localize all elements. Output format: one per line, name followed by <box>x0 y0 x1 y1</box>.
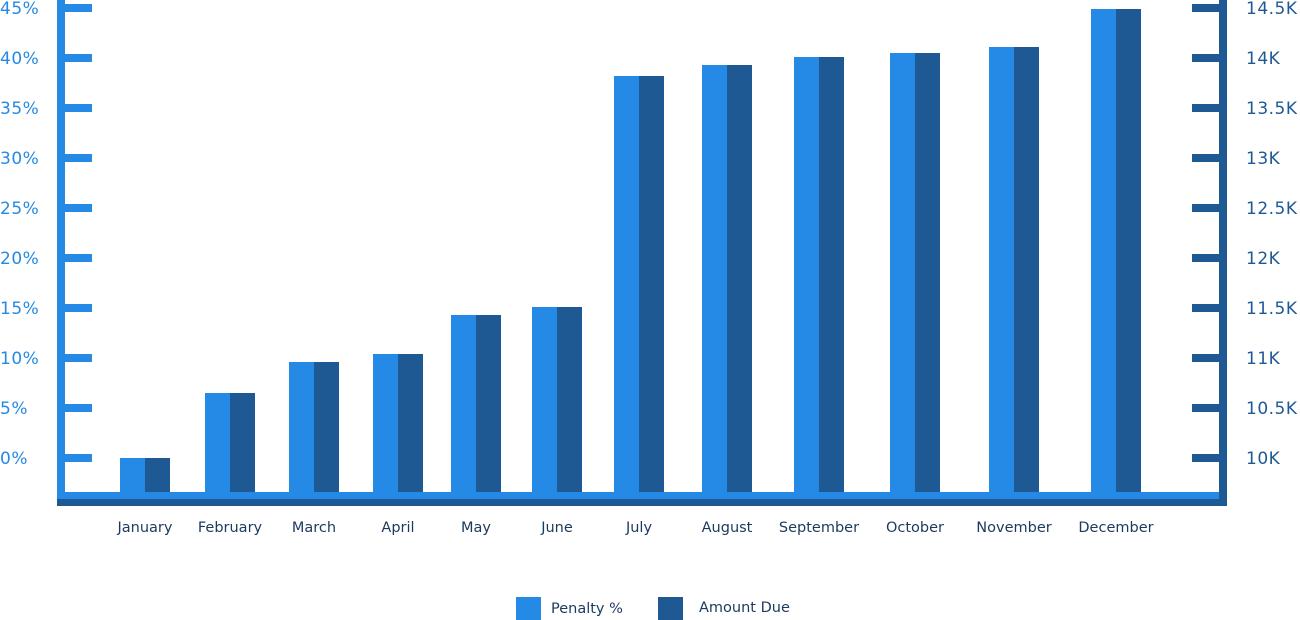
left-tick-label: 5% <box>0 399 28 419</box>
bar-penalty <box>451 315 476 492</box>
left-tick-label: 25% <box>0 199 39 219</box>
left-tick-mark <box>64 204 92 212</box>
right-tick-label: 13.5K <box>1246 99 1298 119</box>
right-tick-mark <box>1192 454 1220 462</box>
category-label: September <box>779 520 859 536</box>
left-tick-label: 15% <box>0 299 39 319</box>
right-tick-mark <box>1192 304 1220 312</box>
left-tick-mark <box>64 304 92 312</box>
legend-label-amount-due: Amount Due <box>699 600 790 616</box>
left-tick-label: 10% <box>0 349 39 369</box>
bar-penalty <box>614 76 639 492</box>
legend-swatch-amount-due <box>658 597 683 620</box>
left-axis-line <box>57 0 65 500</box>
left-tick-label: 20% <box>0 249 39 269</box>
bar-amount-due <box>476 315 501 492</box>
bar-penalty <box>1091 9 1116 492</box>
right-tick-label: 10.5K <box>1246 399 1298 419</box>
right-tick-label: 12K <box>1246 249 1281 269</box>
right-tick-mark <box>1192 154 1220 162</box>
left-tick-mark <box>64 454 92 462</box>
category-label: July <box>625 520 652 536</box>
bar-amount-due <box>819 57 844 492</box>
bar-penalty <box>890 53 915 492</box>
category-label: June <box>540 520 573 536</box>
bar-amount-due <box>915 53 940 492</box>
category-label: February <box>198 520 263 536</box>
left-tick-label: 0% <box>0 449 28 469</box>
left-tick-label: 45% <box>0 0 39 19</box>
x-axis-line-light <box>57 492 1219 499</box>
right-tick-mark <box>1192 254 1220 262</box>
right-axis-line <box>1219 0 1227 506</box>
bar-penalty <box>794 57 819 492</box>
bar-penalty <box>205 393 230 492</box>
left-tick-mark <box>64 4 92 12</box>
legend-swatch-penalty <box>516 597 541 620</box>
bar-amount-due <box>145 458 170 492</box>
chart-tick-labels: 0% 5% 10% 15% 20% 25% 30% 35% 40% 45% 10K 10.5K 11K 1… <box>0 0 1298 469</box>
bar-amount-due <box>398 354 423 492</box>
bar-penalty <box>373 354 398 492</box>
x-axis-line-dark <box>57 498 1227 506</box>
left-tick-label: 35% <box>0 99 39 119</box>
right-tick-label: 12.5K <box>1246 199 1298 219</box>
right-tick-mark <box>1192 54 1220 62</box>
left-tick-mark <box>64 404 92 412</box>
left-tick-label: 30% <box>0 149 39 169</box>
bar-amount-due <box>314 362 339 492</box>
category-label: April <box>381 520 414 536</box>
chart-category-labels: January February March April May June July Augu… <box>117 520 1154 536</box>
bar-amount-due <box>230 393 255 492</box>
right-tick-mark <box>1192 104 1220 112</box>
left-tick-label: 40% <box>0 49 39 69</box>
right-tick-mark <box>1192 204 1220 212</box>
chart-legend: Penalty % Amount Due <box>516 597 790 620</box>
left-tick-mark <box>64 104 92 112</box>
bar-amount-due <box>727 65 752 492</box>
category-label: December <box>1078 520 1153 536</box>
chart-bars <box>120 9 1141 492</box>
bar-penalty <box>532 307 557 492</box>
right-tick-mark <box>1192 354 1220 362</box>
category-label: November <box>976 520 1051 536</box>
category-label: August <box>702 520 753 536</box>
category-label: January <box>117 520 173 536</box>
category-label: May <box>461 520 491 536</box>
bar-amount-due <box>1014 47 1039 492</box>
bar-penalty <box>120 458 145 492</box>
right-tick-label: 14K <box>1246 49 1281 69</box>
right-tick-mark <box>1192 404 1220 412</box>
left-tick-mark <box>64 54 92 62</box>
right-tick-mark <box>1192 4 1220 12</box>
left-tick-mark <box>64 154 92 162</box>
chart-axes <box>57 0 1227 506</box>
bar-amount-due <box>639 76 664 492</box>
right-tick-label: 11K <box>1246 349 1281 369</box>
category-label: October <box>886 520 944 536</box>
bar-amount-due <box>557 307 582 492</box>
bar-penalty <box>989 47 1014 492</box>
legend-label-penalty: Penalty % <box>551 601 623 617</box>
bar-penalty <box>702 65 727 492</box>
left-tick-mark <box>64 254 92 262</box>
right-tick-label: 11.5K <box>1246 299 1298 319</box>
category-label: March <box>292 520 336 536</box>
left-tick-mark <box>64 354 92 362</box>
bar-penalty <box>289 362 314 492</box>
right-tick-label: 13K <box>1246 149 1281 169</box>
right-tick-label: 14.5K <box>1246 0 1298 19</box>
right-tick-label: 10K <box>1246 449 1281 469</box>
bar-amount-due <box>1116 9 1141 492</box>
